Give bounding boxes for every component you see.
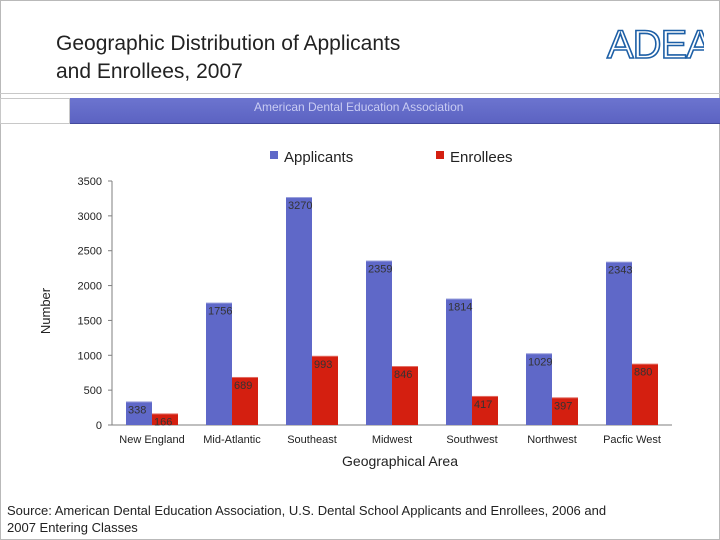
bar-top-highlight <box>312 353 338 357</box>
band-text: American Dental Education Association <box>254 100 464 114</box>
bar-top-highlight <box>526 351 552 355</box>
bar-top-highlight <box>366 258 392 262</box>
x-axis-title: Geographical Area <box>342 453 458 469</box>
x-tick-label: Southwest <box>446 434 497 446</box>
bar-applicants <box>446 298 472 425</box>
bar-top-highlight <box>206 300 232 304</box>
y-tick-label: 2500 <box>78 246 102 258</box>
bar-top-highlight <box>472 393 498 397</box>
data-label: 417 <box>474 399 492 411</box>
bar-top-highlight <box>392 364 418 368</box>
data-label: 846 <box>394 369 412 381</box>
bar-enrollees <box>632 363 658 425</box>
data-label: 338 <box>128 404 146 416</box>
bar-applicants <box>366 260 392 425</box>
legend-label: Enrollees <box>450 149 513 166</box>
x-tick-label: Midwest <box>372 434 412 446</box>
legend-swatch <box>436 151 444 159</box>
data-label: 397 <box>554 400 572 412</box>
adea-logo-text: ADEA <box>607 23 704 64</box>
bar-applicants <box>286 197 312 425</box>
x-tick-label: Northwest <box>527 434 577 446</box>
data-label: 993 <box>314 359 332 371</box>
data-label: 2343 <box>608 265 632 277</box>
data-label: 1029 <box>528 356 552 368</box>
y-axis-title: Number <box>38 287 53 334</box>
x-tick-label: New England <box>119 434 184 446</box>
bar-enrollees <box>312 355 338 425</box>
x-tick-label: Pacfic West <box>603 434 661 446</box>
y-tick-label: 500 <box>84 385 102 397</box>
bar-applicants <box>526 353 552 425</box>
bar-top-highlight <box>632 361 658 365</box>
y-tick-label: 0 <box>96 420 102 432</box>
bar-top-highlight <box>232 374 258 378</box>
band-left-box <box>0 98 70 124</box>
legend-label: Applicants <box>284 149 353 166</box>
source-note: Source: American Dental Education Associ… <box>7 503 607 535</box>
data-label: 2359 <box>368 264 392 276</box>
bar-enrollees <box>552 397 578 425</box>
adea-logo: ADEA <box>606 22 704 64</box>
bar-applicants <box>606 261 632 425</box>
y-tick-label: 3500 <box>78 176 102 188</box>
data-label: 166 <box>154 416 172 428</box>
data-label: 1814 <box>448 302 472 314</box>
bar-top-highlight <box>286 195 312 199</box>
y-tick-label: 3000 <box>78 211 102 223</box>
x-tick-label: Mid-Atlantic <box>203 434 261 446</box>
bar-top-highlight <box>446 296 472 300</box>
slide-title: Geographic Distribution of Applicants an… <box>56 32 401 83</box>
bar-applicants <box>206 302 232 425</box>
y-tick-label: 2000 <box>78 281 102 293</box>
bar-enrollees <box>232 376 258 425</box>
data-label: 3270 <box>288 200 312 212</box>
y-tick-label: 1000 <box>78 350 102 362</box>
header-rule <box>0 93 720 94</box>
y-tick-label: 1500 <box>78 315 102 327</box>
bar-enrollees <box>152 413 178 425</box>
bar-top-highlight <box>606 259 632 263</box>
legend-swatch <box>270 151 278 159</box>
bar-applicants <box>126 401 152 425</box>
bar-top-highlight <box>552 395 578 399</box>
x-tick-label: Southeast <box>287 434 337 446</box>
data-label: 1756 <box>208 306 232 318</box>
data-label: 689 <box>234 380 252 392</box>
bar-top-highlight <box>126 399 152 403</box>
bar-enrollees <box>392 366 418 425</box>
header-band: American Dental Education Association <box>70 98 720 124</box>
bar-top-highlight <box>152 411 178 415</box>
data-label: 880 <box>634 367 652 379</box>
bar-enrollees <box>472 395 498 425</box>
